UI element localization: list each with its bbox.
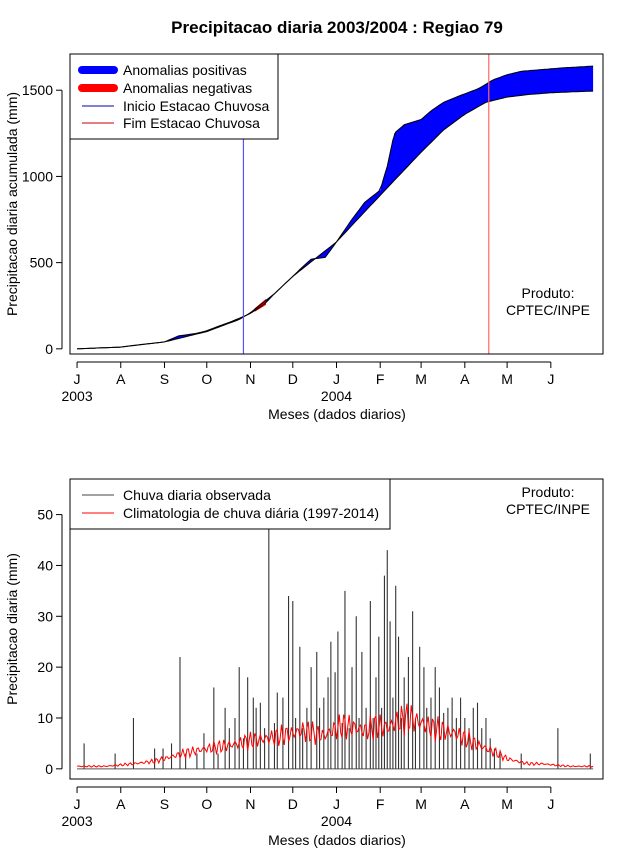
legend: Anomalias positivas Anomalias negativas … <box>69 53 279 140</box>
x-tick-label: J <box>333 796 340 812</box>
x-tick-label: S <box>160 796 169 812</box>
x-axis-label: Meses (dados diarios) <box>268 406 406 422</box>
y-axis-label: Precipitacao diaria acumulada (mm) <box>4 92 20 316</box>
x-tick-label: J <box>547 796 554 812</box>
legend-label-negative: Anomalias negativas <box>123 80 252 96</box>
x-tick-label: D <box>288 796 298 812</box>
x-tick-label: J <box>547 371 554 387</box>
chart-title: Precipitacao diaria 2003/2004 : Regiao 7… <box>171 18 503 37</box>
y-tick-label: 40 <box>37 557 53 573</box>
legend-label-positive: Anomalias positivas <box>123 62 247 78</box>
climatology-cumulative-line <box>77 90 594 350</box>
x-year-label: 2004 <box>321 813 352 829</box>
x-tick-label: M <box>415 796 427 812</box>
product-label-line2: CPTEC/INPE <box>506 302 590 318</box>
x-tick-label: S <box>160 371 169 387</box>
x-tick-label: N <box>245 371 255 387</box>
legend-label-start: Inicio Estacao Chuvosa <box>123 98 270 114</box>
legend-label-observed: Chuva diaria observada <box>123 487 271 503</box>
x-tick-label: J <box>74 796 81 812</box>
x-year-label: 2004 <box>321 388 352 404</box>
x-tick-label: N <box>245 796 255 812</box>
legend-bottom: Chuva diaria observada Climatologia de c… <box>69 478 391 530</box>
x-tick-label: M <box>501 371 513 387</box>
x-tick-label: M <box>501 796 513 812</box>
x-tick-label: F <box>376 371 385 387</box>
y-axis-label-bottom: Precipitacao diaria (mm) <box>4 553 20 705</box>
x-tick-label: A <box>460 796 470 812</box>
product-label-bottom: Produto: CPTEC/INPE <box>506 484 590 517</box>
product-label-bottom-line2: CPTEC/INPE <box>506 501 590 517</box>
x-year-label: 2003 <box>61 813 92 829</box>
climatology-daily-line <box>76 703 594 768</box>
y-tick-label: 20 <box>37 659 53 675</box>
x-tick-label: D <box>288 371 298 387</box>
y-tick-label: 50 <box>37 507 53 523</box>
y-tick-label: 1000 <box>22 168 53 184</box>
product-label-bottom-line1: Produto: <box>522 484 575 500</box>
product-label-line1: Produto: <box>522 285 575 301</box>
x-tick-label: J <box>333 371 340 387</box>
daily-plot-area <box>76 504 594 770</box>
y-tick-label: 10 <box>37 710 53 726</box>
plot-frame <box>69 53 604 355</box>
x-tick-label: A <box>460 371 470 387</box>
y-tick-label: 500 <box>30 255 54 271</box>
x-tick-label: M <box>415 371 427 387</box>
legend-box-bottom <box>69 478 391 530</box>
x-tick-label: A <box>116 796 126 812</box>
cumulative-chart: Precipitacao diaria 2003/2004 : Regiao 7… <box>4 18 604 422</box>
y-tick-label: 0 <box>45 761 53 777</box>
product-label: Produto: CPTEC/INPE <box>506 285 590 318</box>
x-tick-label: O <box>201 371 212 387</box>
legend-label-end: Fim Estacao Chuvosa <box>123 115 260 131</box>
x-tick-label: A <box>116 371 126 387</box>
x-tick-label: F <box>376 796 385 812</box>
x-year-label: 2003 <box>61 388 92 404</box>
y-tick-label: 1500 <box>22 82 53 98</box>
y-tick-label: 30 <box>37 608 53 624</box>
x-axis-label-bottom: Meses (dados diarios) <box>268 832 406 848</box>
x-tick-label: J <box>74 371 81 387</box>
y-tick-label: 0 <box>45 341 53 357</box>
x-tick-label: O <box>201 796 212 812</box>
legend-label-climatology: Climatologia de chuva diária (1997-2014) <box>123 505 379 521</box>
